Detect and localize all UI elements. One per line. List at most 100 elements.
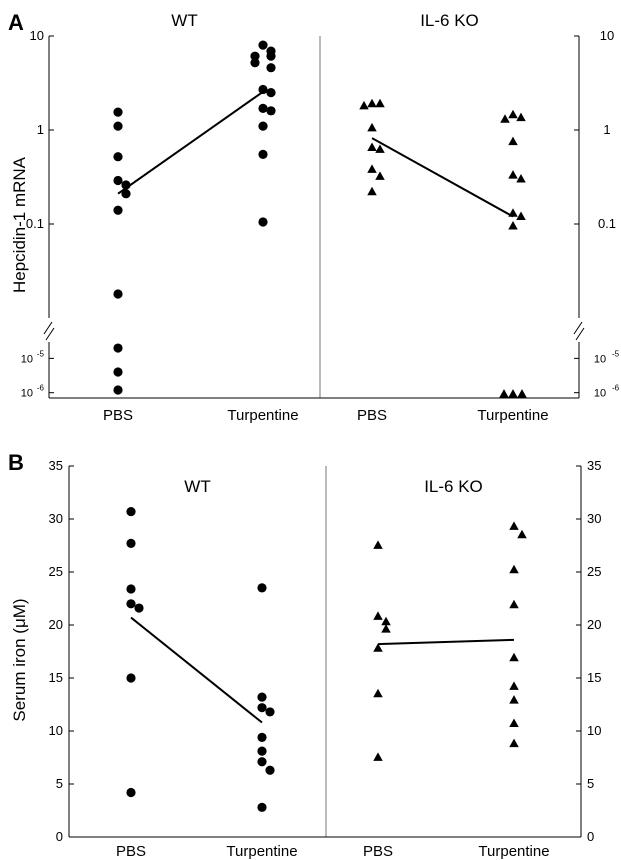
trend-line-b bbox=[377, 638, 515, 646]
y-tick-exponent-a-lower-right: -5 bbox=[612, 349, 620, 358]
data-point-a bbox=[113, 289, 123, 299]
data-point-a bbox=[258, 103, 268, 113]
y-tick-label-b-right: 15 bbox=[587, 670, 601, 685]
data-point-b bbox=[373, 752, 383, 761]
data-point-a bbox=[375, 171, 385, 180]
data-point-b bbox=[257, 692, 267, 702]
y-tick-label-b: 35 bbox=[49, 458, 63, 473]
data-point-a bbox=[516, 211, 526, 220]
data-point-a bbox=[258, 40, 268, 50]
data-point-a bbox=[121, 180, 131, 190]
data-point-a bbox=[508, 389, 518, 398]
y-tick-label-b: 30 bbox=[49, 511, 63, 526]
data-point-b bbox=[381, 616, 391, 626]
data-point-a bbox=[250, 58, 260, 68]
data-point-a bbox=[121, 189, 131, 199]
panel-label-a: A bbox=[8, 10, 24, 35]
y-tick-label-a-lower-right: 10 bbox=[594, 388, 606, 400]
data-point-a bbox=[516, 174, 526, 183]
data-point-b bbox=[373, 643, 383, 652]
data-point-b bbox=[265, 707, 275, 717]
data-point-a bbox=[258, 84, 268, 95]
data-point-a bbox=[517, 389, 527, 398]
y-axis-label-b: Serum iron (μM) bbox=[10, 598, 29, 721]
trend-line-b bbox=[130, 616, 263, 724]
data-point-a bbox=[375, 144, 385, 153]
data-point-a bbox=[113, 343, 123, 353]
y-tick-label-a-right: 10 bbox=[600, 28, 614, 43]
group-title-b: IL-6 KO bbox=[424, 477, 483, 496]
y-tick-label-b: 25 bbox=[49, 564, 63, 579]
y-tick-label-b: 5 bbox=[56, 776, 63, 791]
data-point-b bbox=[509, 718, 519, 727]
data-point-a bbox=[508, 170, 518, 179]
data-point-a bbox=[266, 63, 276, 73]
x-tick-label-a: PBS bbox=[103, 407, 133, 424]
y-tick-label-b: 15 bbox=[49, 670, 63, 685]
data-point-a bbox=[508, 208, 518, 217]
group-title-a: IL-6 KO bbox=[420, 11, 479, 30]
data-point-b bbox=[509, 738, 519, 748]
data-point-a bbox=[266, 51, 276, 61]
data-point-a bbox=[508, 109, 518, 119]
data-point-b bbox=[126, 673, 136, 683]
data-point-b bbox=[257, 802, 267, 812]
y-axis-label-a: Hepcidin-1 mRNA bbox=[10, 156, 29, 293]
y-tick-label-a: 1 bbox=[37, 122, 44, 137]
y-tick-label-a: 0.1 bbox=[26, 216, 44, 231]
x-tick-label-a: PBS bbox=[357, 407, 387, 424]
data-point-b bbox=[257, 583, 267, 593]
y-tick-label-a-lower-right: 10 bbox=[594, 353, 606, 365]
data-point-a bbox=[367, 142, 377, 151]
data-point-a bbox=[375, 98, 385, 108]
data-point-a bbox=[258, 149, 268, 160]
data-point-b bbox=[373, 611, 383, 620]
data-point-b bbox=[257, 703, 267, 713]
x-tick-label-b: Turpentine bbox=[226, 843, 297, 860]
data-point-b bbox=[126, 584, 136, 594]
y-tick-label-a: 10 bbox=[30, 28, 44, 43]
data-point-a bbox=[266, 106, 276, 116]
group-title-b: WT bbox=[184, 477, 210, 496]
y-tick-exponent-a-lower: -5 bbox=[37, 349, 45, 358]
data-point-a bbox=[113, 205, 123, 215]
data-point-b bbox=[381, 624, 391, 633]
y-tick-label-b: 10 bbox=[49, 723, 63, 738]
y-tick-label-a-right: 0.1 bbox=[598, 216, 616, 231]
y-tick-label-b-right: 5 bbox=[587, 776, 594, 791]
y-tick-label-b-right: 35 bbox=[587, 458, 601, 473]
data-point-b bbox=[517, 529, 527, 539]
data-point-a bbox=[367, 164, 377, 173]
y-tick-label-b: 20 bbox=[49, 617, 63, 632]
data-point-b bbox=[373, 540, 383, 549]
data-point-b bbox=[126, 787, 136, 798]
data-point-b bbox=[257, 746, 267, 756]
data-point-b bbox=[509, 564, 519, 574]
y-tick-label-b-right: 0 bbox=[587, 829, 594, 844]
axis-break-left bbox=[43, 321, 55, 341]
data-point-a bbox=[113, 367, 123, 377]
data-point-a bbox=[367, 98, 377, 108]
trend-line-a bbox=[117, 90, 264, 195]
data-point-a bbox=[359, 100, 369, 110]
x-tick-label-b: PBS bbox=[363, 843, 393, 860]
panel-label-b: B bbox=[8, 450, 24, 475]
y-tick-label-b-right: 20 bbox=[587, 617, 601, 632]
y-tick-exponent-a-lower-right: -6 bbox=[612, 384, 620, 393]
data-point-b bbox=[134, 603, 144, 613]
x-tick-label-b: PBS bbox=[116, 843, 146, 860]
y-tick-exponent-a-lower: -6 bbox=[37, 384, 45, 393]
data-point-b bbox=[509, 681, 519, 690]
data-point-a bbox=[367, 186, 377, 196]
data-point-b bbox=[257, 757, 267, 767]
x-tick-label-b: Turpentine bbox=[478, 843, 549, 860]
data-point-b bbox=[126, 599, 136, 609]
data-point-b bbox=[126, 538, 136, 548]
data-point-a bbox=[266, 87, 276, 98]
data-point-a bbox=[113, 121, 123, 131]
y-tick-label-b: 0 bbox=[56, 829, 63, 844]
data-point-a bbox=[516, 112, 526, 122]
data-point-b bbox=[509, 521, 519, 530]
data-point-a bbox=[499, 389, 509, 398]
